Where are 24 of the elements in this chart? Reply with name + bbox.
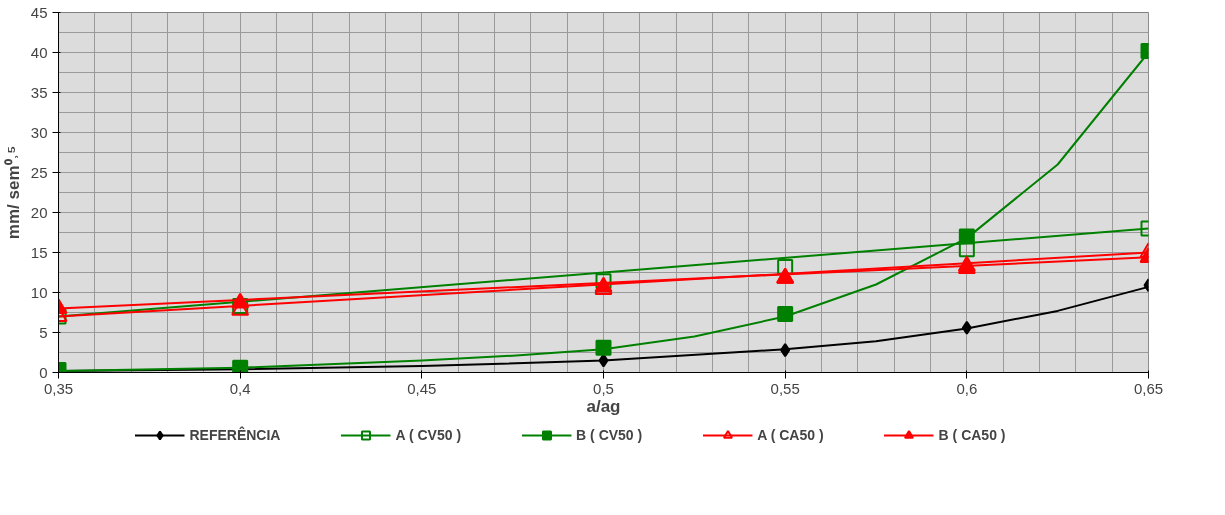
y-tick-label: 45	[30, 3, 48, 21]
x-tick-label: 0,55	[770, 379, 800, 397]
x-tick-label: 0,5	[593, 379, 614, 397]
legend-label: REFERÊNCIA	[189, 427, 281, 443]
y-axis-title: mm/ sem⁰˒⁵	[3, 145, 23, 240]
y-tick-label: 5	[39, 323, 48, 341]
legend-label: B ( CV50 )	[576, 427, 643, 443]
y-tick-label: 20	[30, 203, 48, 221]
x-tick-label: 0,65	[1133, 379, 1164, 397]
x-axis-title: a/ag	[586, 396, 621, 416]
legend-label: A ( CA50 )	[757, 427, 824, 443]
y-tick-label: 40	[30, 43, 48, 61]
x-tick-label: 0,6	[956, 379, 978, 397]
y-tick-label: 35	[30, 83, 48, 101]
y-tick-label: 25	[30, 163, 48, 181]
y-tick-label: 10	[30, 283, 48, 301]
legend-label: A ( CV50 )	[395, 427, 462, 443]
x-tick-label: 0,35	[43, 379, 74, 397]
y-tick-label: 30	[30, 123, 48, 141]
legend-label: B ( CA50 )	[938, 427, 1006, 443]
x-tick-label: 0,45	[407, 379, 437, 397]
y-tick-label: 0	[39, 363, 48, 381]
x-tick-label: 0,4	[229, 379, 251, 397]
y-tick-label: 15	[30, 243, 48, 261]
